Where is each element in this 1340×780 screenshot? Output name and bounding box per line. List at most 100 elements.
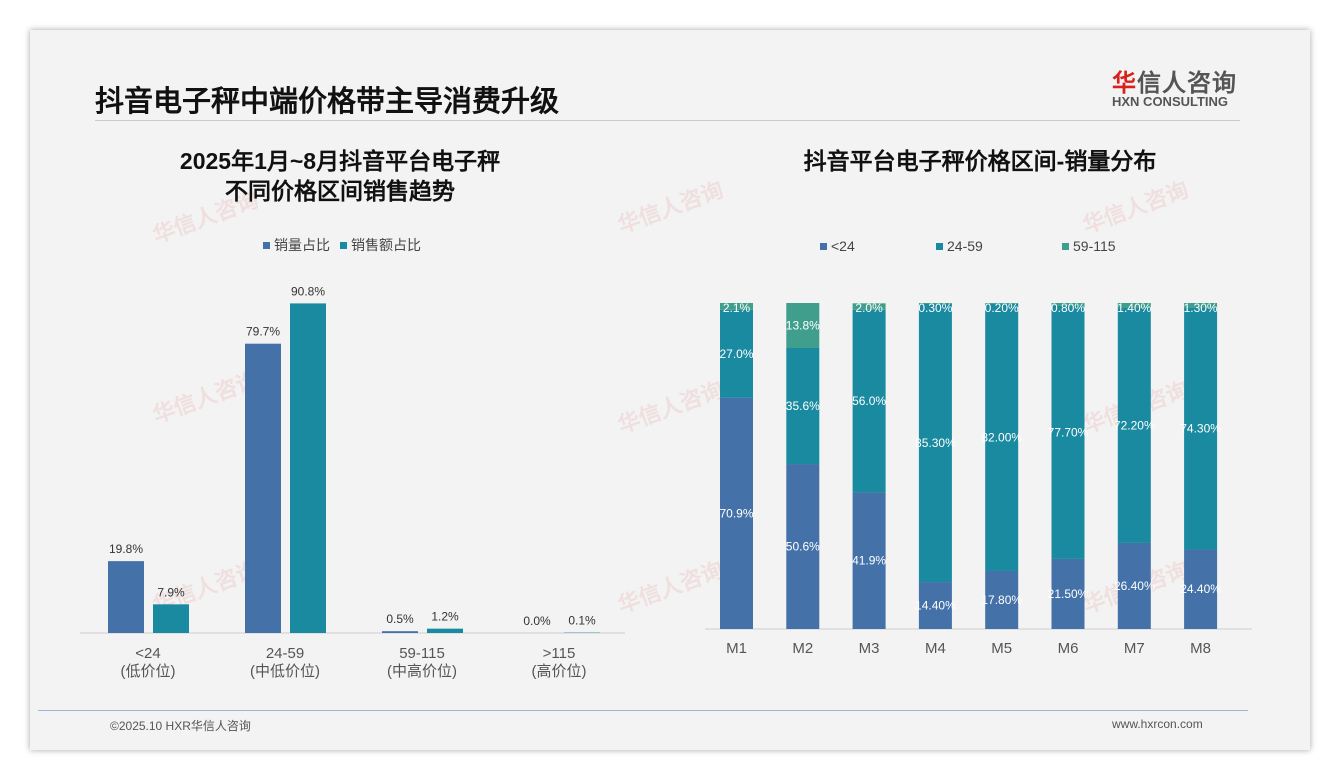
- left-chart-title-line1: 2025年1月~8月抖音平台电子秤: [179, 148, 501, 174]
- x-tick-label: M7: [1124, 640, 1145, 657]
- website: www.hxrcon.com: [1112, 717, 1203, 731]
- stacked-bar-59-115: [985, 303, 1019, 304]
- data-label: 1.30%: [1184, 301, 1218, 315]
- data-label: 0.5%: [386, 612, 414, 626]
- page-title: 抖音电子秤中端价格带主导消费升级: [95, 86, 560, 118]
- bar-销量占比: [108, 561, 144, 633]
- stacked-bar-59-115: [720, 303, 753, 310]
- legend-label: 销售额占比: [351, 237, 421, 253]
- charts-canvas: 19.8% 7.9% <24(低价位) 79.7% 90.8% 24-59(中低价位) 0.…: [80, 284, 1252, 680]
- stacked-bar-<24: [786, 464, 820, 629]
- left-chart-title: 2025年1月~8月抖音平台电子秤 不同价格区间销售趋势: [110, 146, 570, 206]
- bar-销量占比: [382, 631, 418, 633]
- data-label: 41.9%: [852, 554, 886, 568]
- x-tick-sublabel: (中高价位): [387, 663, 457, 680]
- bar-销售额占比: [153, 604, 189, 633]
- legend-label: 24-59: [947, 238, 983, 254]
- data-label: 19.8%: [109, 542, 143, 556]
- stacked-bar-24-59: [1051, 305, 1085, 559]
- x-tick-label: M1: [726, 640, 747, 657]
- x-tick-label: M8: [1190, 640, 1211, 657]
- data-label: 79.7%: [246, 325, 280, 339]
- x-tick-label: M6: [1058, 640, 1079, 657]
- stacked-bar-24-59: [852, 309, 886, 493]
- x-tick-label: <24: [135, 645, 160, 662]
- slide: 华信人咨询 华信人咨询 华信人咨询 华信人咨询 华信人咨询 华信人咨询 华信人咨…: [30, 30, 1310, 750]
- data-label: 2.0%: [855, 301, 883, 315]
- stacked-bar-24-59: [786, 347, 820, 465]
- legend-swatch: [936, 242, 943, 250]
- x-tick-label: >115: [543, 645, 576, 662]
- stacked-bar-59-115: [1184, 303, 1218, 308]
- legend-swatch: [820, 242, 827, 250]
- x-tick-label: 59-115: [399, 645, 445, 662]
- data-label: 1.2%: [431, 610, 459, 624]
- logo: 华信人咨询: [1112, 70, 1237, 97]
- data-label: 0.80%: [1051, 301, 1085, 315]
- stacked-bar-<24: [852, 492, 886, 629]
- data-label: 1.40%: [1117, 301, 1151, 315]
- data-label: 50.6%: [786, 540, 820, 554]
- data-label: 21.50%: [1048, 587, 1089, 601]
- data-label: 26.40%: [1114, 579, 1155, 593]
- stacked-bar-59-115: [1051, 303, 1085, 306]
- left-chart-title-line2: 不同价格区间销售趋势: [225, 178, 455, 204]
- stacked-bar-<24: [1117, 542, 1151, 629]
- legend-swatch: [1062, 242, 1069, 250]
- legend-label: <24: [831, 238, 855, 254]
- data-label: 0.1%: [568, 614, 596, 628]
- legend-swatch: [263, 241, 270, 249]
- data-label: 90.8%: [291, 284, 325, 298]
- footer-divider: [38, 710, 1248, 711]
- data-label: 56.0%: [852, 394, 886, 408]
- stacked-bar-24-59: [720, 309, 753, 398]
- x-tick-label: M5: [991, 640, 1012, 657]
- legend-label: 销量占比: [274, 237, 330, 253]
- data-label: 85.30%: [915, 436, 956, 450]
- left-legend: 销量占比 销售额占比: [263, 235, 421, 255]
- bar-销售额占比: [427, 628, 463, 633]
- data-label: 77.70%: [1048, 425, 1089, 439]
- data-label: 7.9%: [157, 585, 185, 599]
- x-tick-label: 24-59: [266, 645, 304, 662]
- right-legend: <24 24-59 59-115: [820, 238, 1116, 254]
- data-label: 0.20%: [985, 301, 1019, 315]
- data-label: 2.1%: [723, 301, 751, 315]
- data-label: 70.9%: [719, 506, 753, 520]
- stacked-bar-<24: [1184, 549, 1218, 629]
- stacked-bar-<24: [720, 397, 753, 629]
- legend-label: 59-115: [1073, 238, 1116, 254]
- data-label: 82.00%: [981, 430, 1022, 444]
- divider: [95, 120, 1240, 121]
- stacked-bar-59-115: [852, 303, 886, 310]
- data-label: 0.30%: [918, 301, 952, 315]
- x-tick-sublabel: (高价位): [532, 663, 587, 680]
- bar-销量占比: [245, 343, 281, 633]
- x-tick-label: M2: [792, 640, 813, 657]
- stacked-bar-24-59: [985, 303, 1019, 571]
- stacked-bar-<24: [1051, 558, 1085, 629]
- data-label: 72.20%: [1114, 418, 1155, 432]
- x-tick-sublabel: (中低价位): [250, 663, 320, 680]
- x-tick-label: M3: [859, 640, 880, 657]
- stacked-bar-<24: [985, 570, 1019, 629]
- stacked-bar-59-115: [786, 303, 820, 348]
- logo-subtitle: HXN CONSULTING: [1112, 94, 1229, 109]
- stacked-bar-59-115: [918, 303, 952, 304]
- data-label: 24.40%: [1180, 582, 1221, 596]
- bar-销售额占比: [290, 303, 326, 633]
- copyright: ©2025.10 HXR华信人咨询: [110, 719, 251, 733]
- stacked-bar-24-59: [1117, 307, 1151, 543]
- data-label: 17.80%: [981, 593, 1022, 607]
- data-label: 27.0%: [719, 347, 753, 361]
- data-label: 0.0%: [523, 614, 551, 628]
- stacked-bar-59-115: [1117, 303, 1151, 308]
- stacked-bar-<24: [918, 582, 952, 629]
- data-label: 14.40%: [915, 599, 956, 613]
- data-label: 74.30%: [1180, 421, 1221, 435]
- x-tick-label: M4: [925, 640, 946, 657]
- data-label: 35.6%: [786, 399, 820, 413]
- legend-swatch: [340, 241, 347, 249]
- stacked-bar-24-59: [1184, 307, 1218, 550]
- x-tick-sublabel: (低价位): [121, 663, 176, 680]
